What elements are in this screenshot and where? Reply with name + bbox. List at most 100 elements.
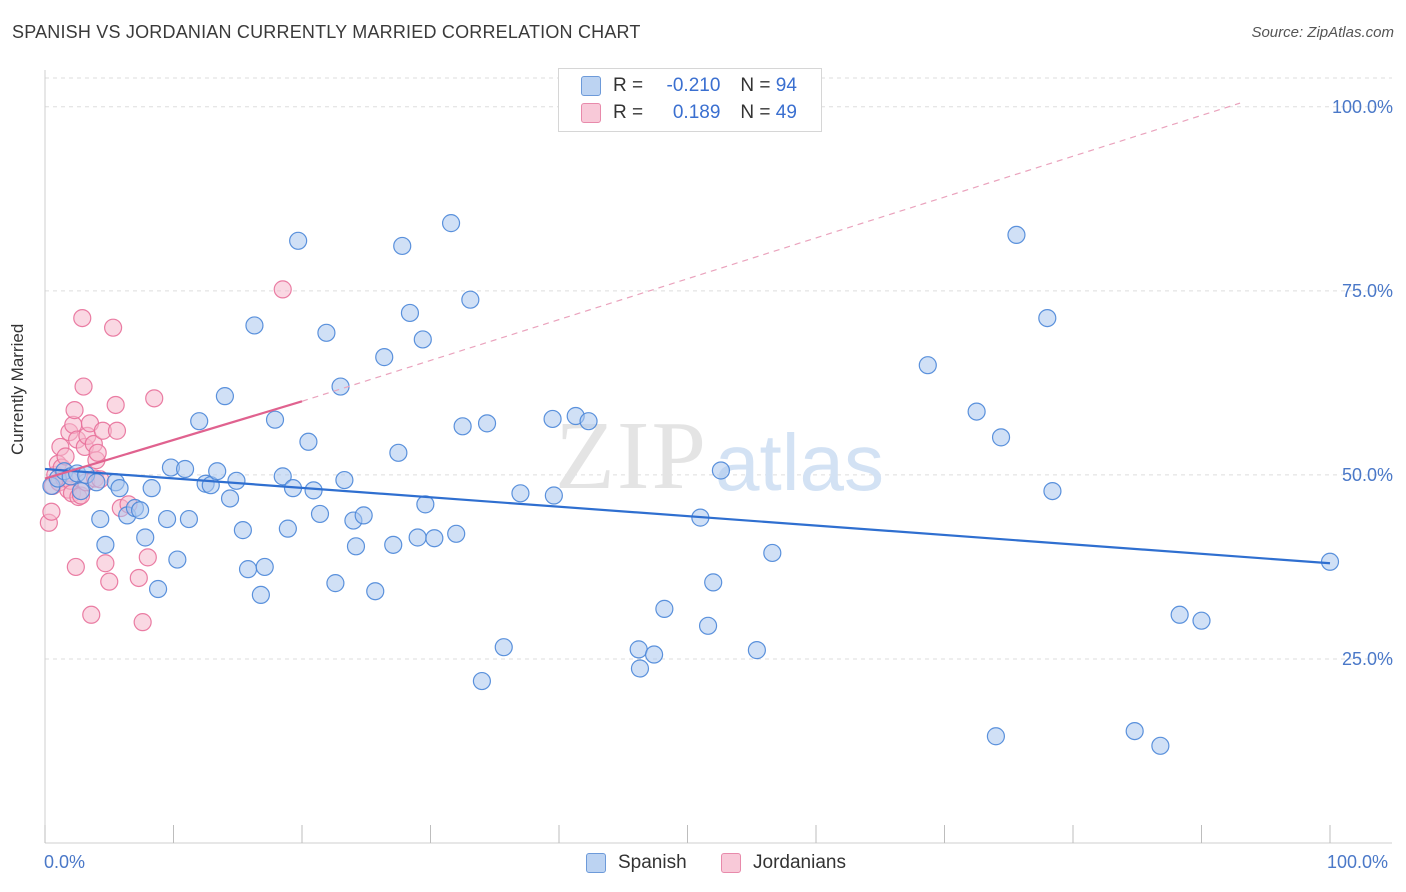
- spanish-point-52: [384, 535, 403, 554]
- spanish-point-32: [245, 316, 264, 335]
- n-value: 94: [775, 75, 797, 96]
- spanish-point-85: [1007, 225, 1026, 245]
- spanish-point-33: [251, 585, 270, 605]
- spanish-point-34: [255, 557, 274, 577]
- spanish-point-20: [168, 550, 187, 569]
- spanish-point-28: [220, 489, 240, 508]
- legend-item-spanish: Spanish: [586, 852, 687, 874]
- r-value: -0.210: [666, 75, 721, 96]
- jordanian-point-34: [100, 572, 119, 591]
- y-tick-labels: 25.0% 50.0% 75.0% 100.0%: [1332, 97, 1393, 669]
- spanish-point-87: [1038, 308, 1057, 328]
- x-tick-label-max: 100.0%: [1327, 852, 1389, 872]
- jordanian-point-16: [66, 557, 85, 577]
- spanish-point-50: [366, 582, 385, 601]
- spanish-point-69: [543, 409, 562, 429]
- spanish-point-82: [918, 356, 937, 375]
- spanish-point-53: [389, 443, 408, 462]
- jordanian-point-35: [104, 318, 123, 337]
- legend-label-spanish: Spanish: [618, 852, 687, 873]
- spanish-point-59: [425, 529, 444, 548]
- spanish-point-27: [215, 387, 234, 406]
- source-label: Source: ZipAtlas.com: [1251, 24, 1394, 41]
- spanish-point-48: [346, 537, 366, 556]
- watermark-atlas: atlas: [715, 418, 884, 507]
- spanish-point-79: [711, 461, 731, 480]
- spanish-point-83: [967, 402, 986, 421]
- spanish-point-78: [704, 573, 723, 592]
- jordanian-point-30: [88, 443, 107, 462]
- spanish-point-39: [289, 231, 308, 250]
- axes: [44, 70, 1392, 844]
- spanish-point-36: [273, 467, 292, 486]
- spanish-point-84: [991, 428, 1011, 447]
- y-tick-label-1: 50.0%: [1342, 465, 1393, 485]
- n-label: N =: [740, 102, 771, 123]
- spanish-point-31: [238, 560, 258, 579]
- spanish-point-90: [1151, 736, 1170, 755]
- chart-title: SPANISH VS JORDANIAN CURRENTLY MARRIED C…: [12, 22, 641, 42]
- spanish-legend-swatch: [586, 853, 606, 873]
- spanish-point-72: [629, 640, 648, 659]
- spanish-point-37: [278, 519, 297, 538]
- y-axis-label: Currently Married: [8, 323, 27, 455]
- spanish-point-62: [453, 417, 472, 436]
- spanish-point-71: [579, 412, 598, 431]
- x-tick-label-min: 0.0%: [44, 852, 86, 872]
- spanish-point-43: [317, 323, 336, 342]
- y-tick-label-3: 100.0%: [1332, 97, 1393, 117]
- spanish-point-44: [326, 574, 345, 593]
- spanish-point-5: [71, 482, 91, 501]
- jordanian-legend-swatch: [721, 853, 741, 873]
- spanish-point-56: [408, 528, 427, 547]
- jordanian-point-36: [106, 395, 125, 415]
- spanish-point-57: [413, 330, 432, 349]
- spanish-point-51: [375, 348, 394, 367]
- spanish-point-14: [130, 501, 150, 520]
- stats-legend: R = -0.210 N = 94 R = 0.189 N = 49: [558, 68, 822, 132]
- spanish-point-63: [461, 290, 480, 309]
- spanish-point-7: [87, 473, 106, 492]
- spanish-point-46: [335, 470, 354, 490]
- spanish-point-88: [986, 727, 1006, 746]
- jordanian-trend-extension: [301, 102, 1241, 402]
- jordanian-trend-line: [44, 400, 303, 480]
- spanish-point-8: [91, 509, 110, 529]
- jordanian-point-20: [73, 308, 92, 328]
- spanish-point-29: [227, 471, 246, 490]
- trend-lines: [44, 102, 1331, 565]
- spanish-point-68: [544, 486, 563, 505]
- spanish-point-21: [175, 459, 195, 479]
- spanish-point-60: [441, 214, 461, 233]
- spanish-point-74: [644, 645, 664, 664]
- jordanian-point-26: [82, 605, 101, 624]
- spanish-point-17: [148, 579, 168, 599]
- spanish-point-41: [304, 481, 323, 500]
- spanish-point-11: [110, 479, 129, 498]
- spanish-point-89: [1125, 721, 1144, 741]
- legend-row-jordanian: R = 0.189 N = 49: [581, 100, 797, 126]
- jordanian-swatch: [581, 103, 601, 123]
- jordanian-point-21: [74, 377, 93, 396]
- spanish-point-86: [1043, 482, 1062, 501]
- spanish-swatch: [581, 76, 601, 96]
- y-tick-label-2: 75.0%: [1342, 281, 1393, 301]
- spanish-point-9: [96, 535, 115, 554]
- spanish-point-66: [472, 671, 491, 691]
- jordanian-point-43: [145, 389, 164, 408]
- jordanian-point-44: [273, 280, 292, 299]
- spanish-point-73: [630, 659, 650, 678]
- n-label: N =: [740, 75, 771, 96]
- spanish-point-92: [1192, 611, 1211, 630]
- spanish-point-42: [310, 504, 330, 524]
- spanish-point-15: [136, 528, 155, 547]
- legend-item-jordanians: Jordanians: [721, 852, 846, 874]
- legend-row-spanish: R = -0.210 N = 94: [581, 73, 797, 99]
- spanish-point-16: [142, 479, 161, 498]
- jordanian-point-15: [65, 401, 84, 420]
- spanish-trend-line: [44, 467, 1331, 565]
- r-label: R =: [613, 102, 644, 123]
- legend-label-jordanians: Jordanians: [753, 852, 846, 873]
- spanish-point-67: [511, 484, 530, 503]
